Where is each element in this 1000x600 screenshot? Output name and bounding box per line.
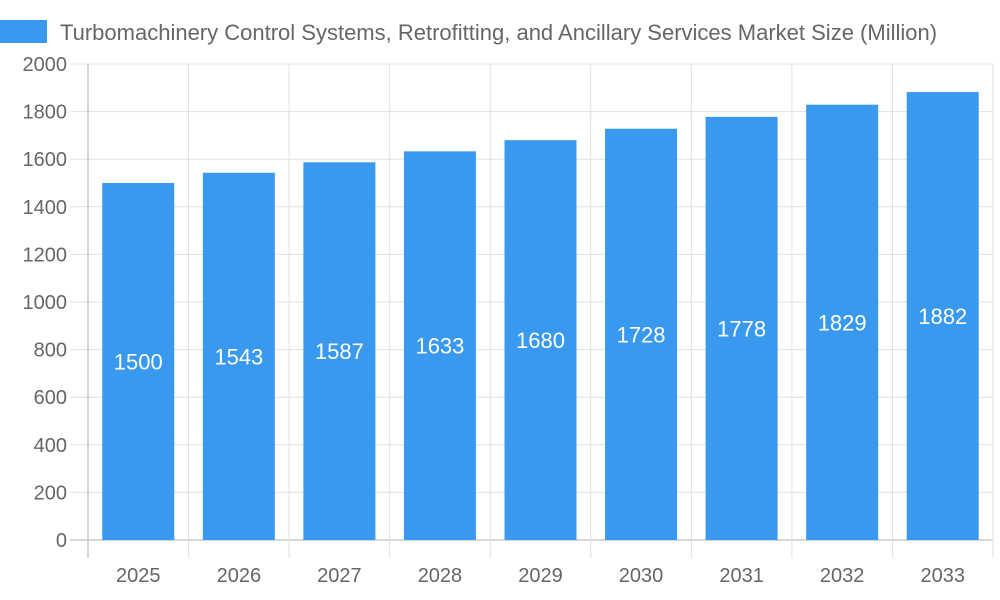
axes: 0 200 400 600 800 1000 1200 1400 1600 1800 2000 202… [23,54,965,587]
data-label: 1778 [717,316,766,341]
data-label: 1500 [114,350,163,375]
bar [202,172,275,541]
data-label: 1680 [516,328,565,353]
bar [102,183,175,540]
bar [403,151,476,540]
x-tick-label: 2030 [619,565,664,587]
data-label: 1633 [415,334,464,359]
y-tick-label: 600 [34,387,67,409]
data-label: 1728 [617,322,666,347]
data-label: 1882 [918,304,967,329]
x-tick-label: 2031 [719,565,764,587]
bar [806,104,879,540]
y-tick-label: 1000 [23,292,68,314]
x-tick-label: 2032 [820,565,865,587]
y-tick-label: 400 [34,435,67,457]
y-tick-label: 1400 [23,197,68,219]
x-tick-label: 2033 [920,565,965,587]
x-tick-label: 2028 [418,565,463,587]
y-tick-label: 1800 [23,102,68,124]
bar [504,140,577,540]
bar [906,92,979,541]
y-tick-label: 0 [56,530,67,552]
bar [605,128,678,540]
y-tick-label: 2000 [23,54,68,76]
y-tick-label: 800 [34,340,67,362]
y-tick-label: 1200 [23,244,68,266]
y-tick-label: 200 [34,482,67,504]
data-label: 1829 [818,310,867,335]
y-tick-label: 1600 [23,149,68,171]
x-tick-label: 2025 [116,565,161,587]
legend[interactable]: Turbomachinery Control Systems, Retrofit… [0,20,937,45]
x-tick-label: 2026 [217,565,262,587]
x-tick-label: 2027 [317,565,362,587]
data-label: 1543 [214,344,263,369]
bars: 1500 1543 1587 1633 1680 1728 1778 1829 1882 [102,92,979,541]
bar [705,116,778,540]
x-tick-label: 2029 [518,565,563,587]
data-label: 1587 [315,339,364,364]
bar [303,162,376,540]
legend-label: Turbomachinery Control Systems, Retrofit… [60,20,937,45]
legend-swatch [0,20,47,43]
